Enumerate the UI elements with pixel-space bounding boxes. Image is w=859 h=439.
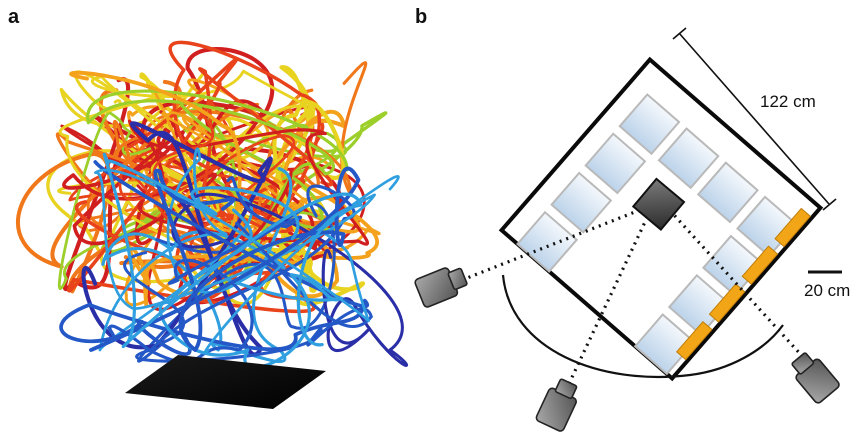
camera-icon <box>535 378 578 432</box>
trajectory-path <box>69 70 304 308</box>
floor-panel <box>618 93 681 156</box>
floor-panels <box>516 93 799 376</box>
scale-bar-label: 20 cm <box>804 281 851 300</box>
led-strips <box>675 207 812 361</box>
target-cube-icon <box>631 177 686 232</box>
floor-panel <box>633 313 696 376</box>
trajectory-path <box>112 61 368 196</box>
camera-icon <box>791 352 840 404</box>
panel-a-label: a <box>8 6 20 28</box>
led-strip <box>774 207 812 248</box>
led-strip <box>708 283 746 323</box>
trajectory-path <box>107 176 303 364</box>
trajectory-path <box>57 110 348 290</box>
trajectory-path <box>102 152 363 348</box>
led-strip <box>675 320 713 361</box>
arena-size-label: 122 cm <box>760 92 816 111</box>
camera-sight-lines <box>461 208 805 391</box>
trajectory-tangle <box>16 40 409 369</box>
panel-b-label: b <box>415 6 428 28</box>
floor-panel <box>584 132 647 195</box>
camera-arc <box>501 274 784 379</box>
led-strip <box>741 245 779 285</box>
trajectory-path <box>184 67 334 241</box>
floor-panel <box>657 127 720 190</box>
trajectory-path <box>89 166 361 352</box>
target-plate <box>125 355 326 409</box>
panel-a-figure <box>16 40 409 409</box>
camera-icon <box>414 267 468 308</box>
floor-panel <box>696 161 759 224</box>
trajectory-path <box>86 89 349 286</box>
floor-panel <box>516 210 579 273</box>
arena-dimension-line <box>672 27 837 211</box>
floor-panel <box>550 171 613 234</box>
